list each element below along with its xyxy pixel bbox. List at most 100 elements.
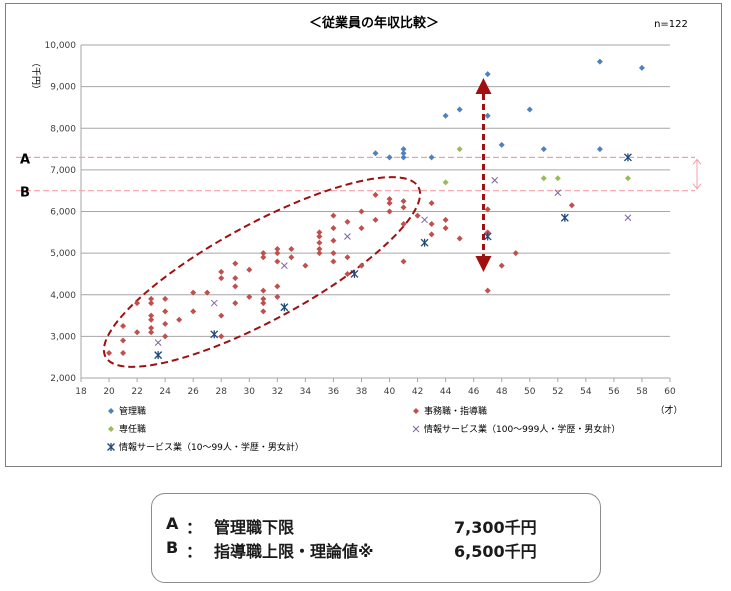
x-tick-label: 20 [103, 387, 115, 397]
data-point-series-1 [568, 202, 575, 209]
data-point-series-1 [148, 325, 155, 332]
sample-size-label: n=122 [654, 19, 688, 30]
data-point-series-1 [232, 275, 239, 282]
data-point-series-1 [330, 237, 337, 244]
x-tick-label: 22 [131, 387, 142, 397]
summary-box: A ： 管理職下限 7,300千円 B ： 指導職上限・理論値※ 6,500千円 [151, 493, 601, 583]
summary-separator: ： [186, 542, 203, 561]
y-tick-label: 9,000 [50, 83, 76, 93]
x-tick-label: 24 [159, 387, 171, 397]
data-point-series-0 [400, 146, 407, 153]
legend-marker [108, 408, 114, 414]
data-point-series-1 [260, 295, 267, 302]
data-point-series-1 [344, 270, 351, 277]
data-point-series-4 [560, 213, 569, 222]
annotations [102, 78, 702, 368]
data-point-series-3 [624, 214, 632, 222]
data-point-series-1 [274, 258, 281, 265]
legend-marker [413, 408, 419, 414]
legend-marker [108, 426, 114, 432]
y-tick-label: 6,000 [50, 208, 76, 218]
data-point-series-4 [483, 232, 492, 241]
data-point-series-3 [491, 176, 499, 184]
bracket-arrow-top-head [692, 158, 702, 165]
x-tick-label: 44 [440, 387, 452, 397]
data-point-series-4 [210, 330, 219, 339]
summary-label: 管理職下限 [214, 518, 295, 537]
x-tick-label: 58 [636, 387, 648, 397]
data-point-series-0 [400, 150, 407, 157]
data-point-series-1 [358, 208, 365, 215]
data-point-series-1 [218, 275, 225, 282]
data-point-series-1 [316, 245, 323, 252]
data-point-series-1 [330, 212, 337, 219]
data-point-series-1 [428, 220, 435, 227]
x-tick-label: 28 [216, 387, 228, 397]
data-point-series-1 [316, 239, 323, 246]
x-tick-label: 26 [187, 387, 199, 397]
x-tick-label: 50 [524, 387, 536, 397]
data-point-series-1 [316, 250, 323, 257]
tick-labels: 2,000 3,000 4,000 5,000 6,000 7,000 8,000 9,000… [45, 41, 676, 397]
legend-marker [107, 443, 115, 451]
marker-stroke [344, 233, 351, 240]
reference-lines: AB [16, 152, 695, 201]
data-point-series-1 [358, 262, 365, 269]
y-tick-label: 8,000 [50, 124, 76, 134]
marker-stroke [154, 339, 162, 346]
data-point-series-1 [330, 225, 337, 232]
legend-label: 管理職 [119, 405, 146, 417]
summary-label: 指導職上限・理論値※ [214, 542, 374, 561]
data-point-series-1 [120, 350, 127, 357]
data-point-series-1 [386, 200, 393, 207]
summary-value: 6,500千円 [454, 542, 537, 561]
data-point-series-1 [204, 289, 211, 296]
data-point-series-1 [148, 329, 155, 336]
data-point-series-1 [246, 266, 253, 273]
scatter-chart: ＜従業員の年収比較＞ n=122 （千円） （才） AB 2,0003,0004… [16, 15, 702, 453]
x-tick-label: 56 [608, 387, 620, 397]
data-point-series-1 [316, 233, 323, 240]
data-point-series-2 [554, 175, 561, 182]
data-point-series-0 [428, 154, 435, 161]
data-point-series-1 [456, 235, 463, 242]
marker-stroke [280, 262, 288, 269]
data-point-series-1 [260, 250, 267, 257]
data-point-series-1 [288, 245, 295, 252]
data-point-series-1 [428, 200, 435, 207]
y-axis-unit-label: （千円） [30, 58, 41, 94]
data-point-series-3 [554, 189, 562, 197]
data-point-series-1 [358, 225, 365, 232]
gridlines [80, 44, 671, 382]
data-point-series-0 [638, 64, 645, 71]
data-point-series-4 [420, 238, 429, 247]
legend-label: 専任職 [119, 423, 146, 435]
data-point-series-1 [498, 262, 505, 269]
data-point-series-3 [421, 216, 428, 224]
data-point-series-4 [154, 351, 163, 360]
marker-stroke [421, 216, 428, 224]
summary-separator: ： [186, 518, 203, 537]
marker-stroke [412, 425, 420, 433]
data-point-series-2 [624, 175, 631, 182]
x-tick-label: 36 [328, 387, 340, 397]
data-point-series-1 [106, 350, 113, 357]
x-tick-label: 30 [244, 387, 256, 397]
data-point-series-1 [162, 320, 169, 327]
data-point-series-1 [372, 216, 379, 223]
x-tick-label: 18 [75, 387, 87, 397]
data-point-series-1 [162, 295, 169, 302]
data-point-series-1 [120, 337, 127, 344]
data-point-series-1 [274, 283, 281, 290]
data-point-series-1 [232, 260, 239, 267]
data-point-series-1 [442, 225, 449, 232]
x-tick-label: 42 [412, 387, 423, 397]
y-tick-label: 4,000 [50, 291, 76, 301]
data-point-series-0 [596, 146, 603, 153]
data-point-series-1 [148, 316, 155, 323]
data-point-series-1 [218, 312, 225, 319]
data-point-series-1 [330, 250, 337, 257]
data-point-series-1 [218, 268, 225, 275]
data-point-series-0 [372, 150, 379, 157]
